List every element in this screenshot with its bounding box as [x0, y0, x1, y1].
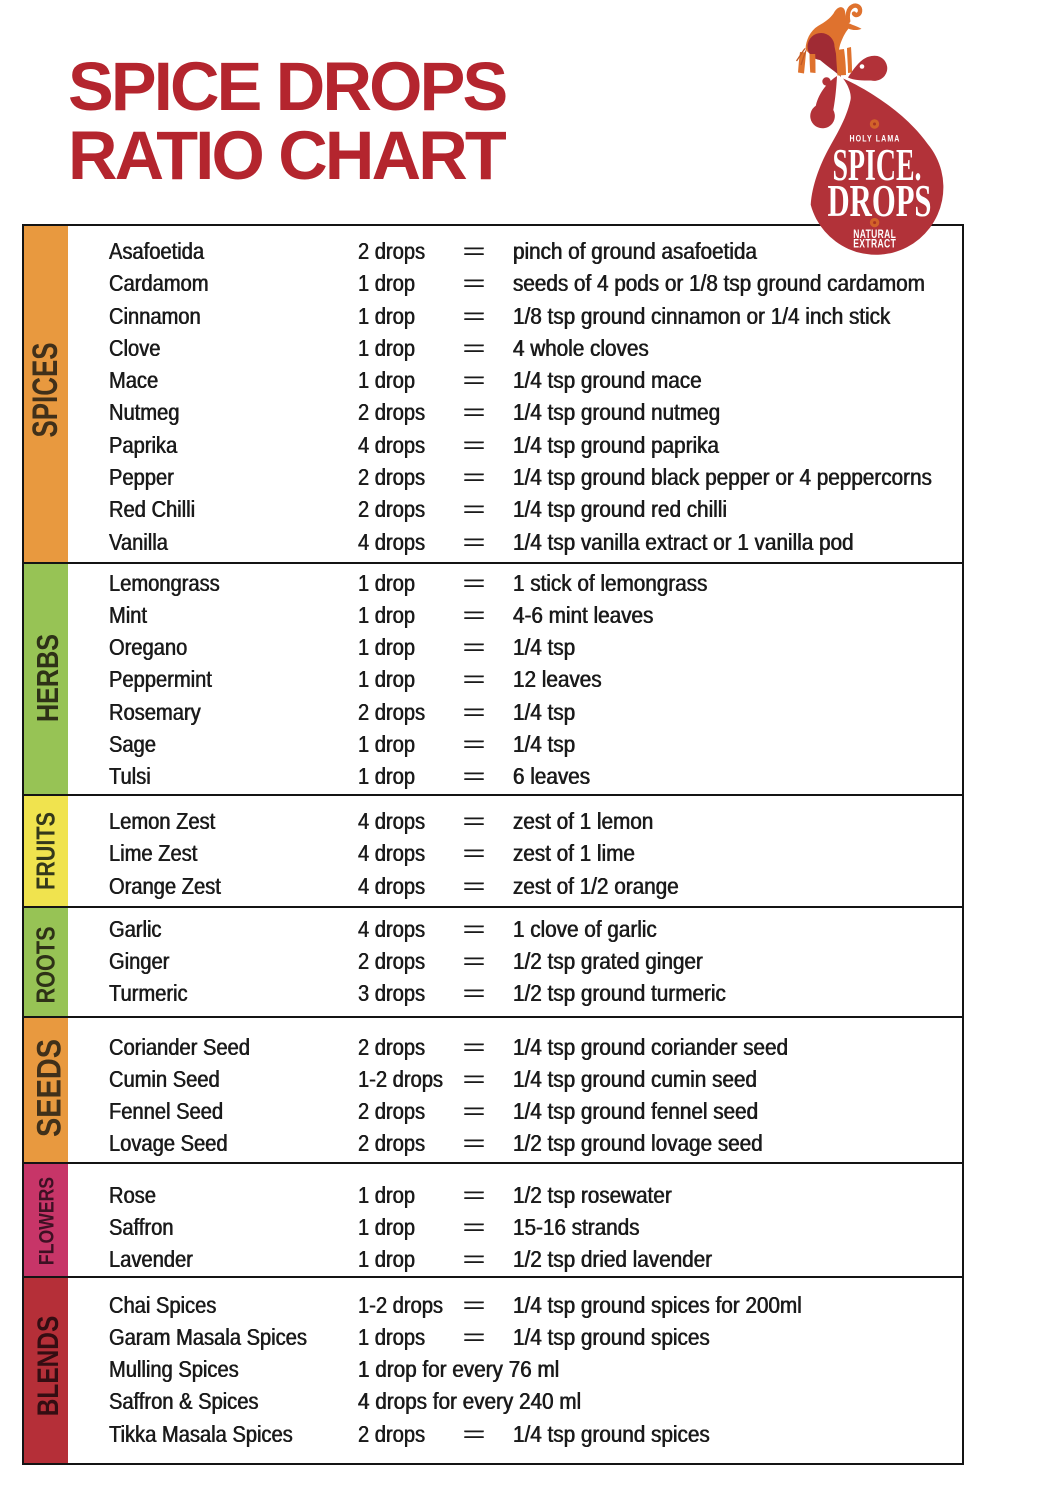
svg-text:SPICE.: SPICE. — [833, 140, 922, 190]
svg-text:EXTRACT: EXTRACT — [853, 239, 896, 251]
svg-text:NATURAL: NATURAL — [853, 229, 896, 241]
svg-text:HOLY LAMA: HOLY LAMA — [850, 134, 901, 145]
svg-text:DROPS: DROPS — [828, 176, 932, 226]
